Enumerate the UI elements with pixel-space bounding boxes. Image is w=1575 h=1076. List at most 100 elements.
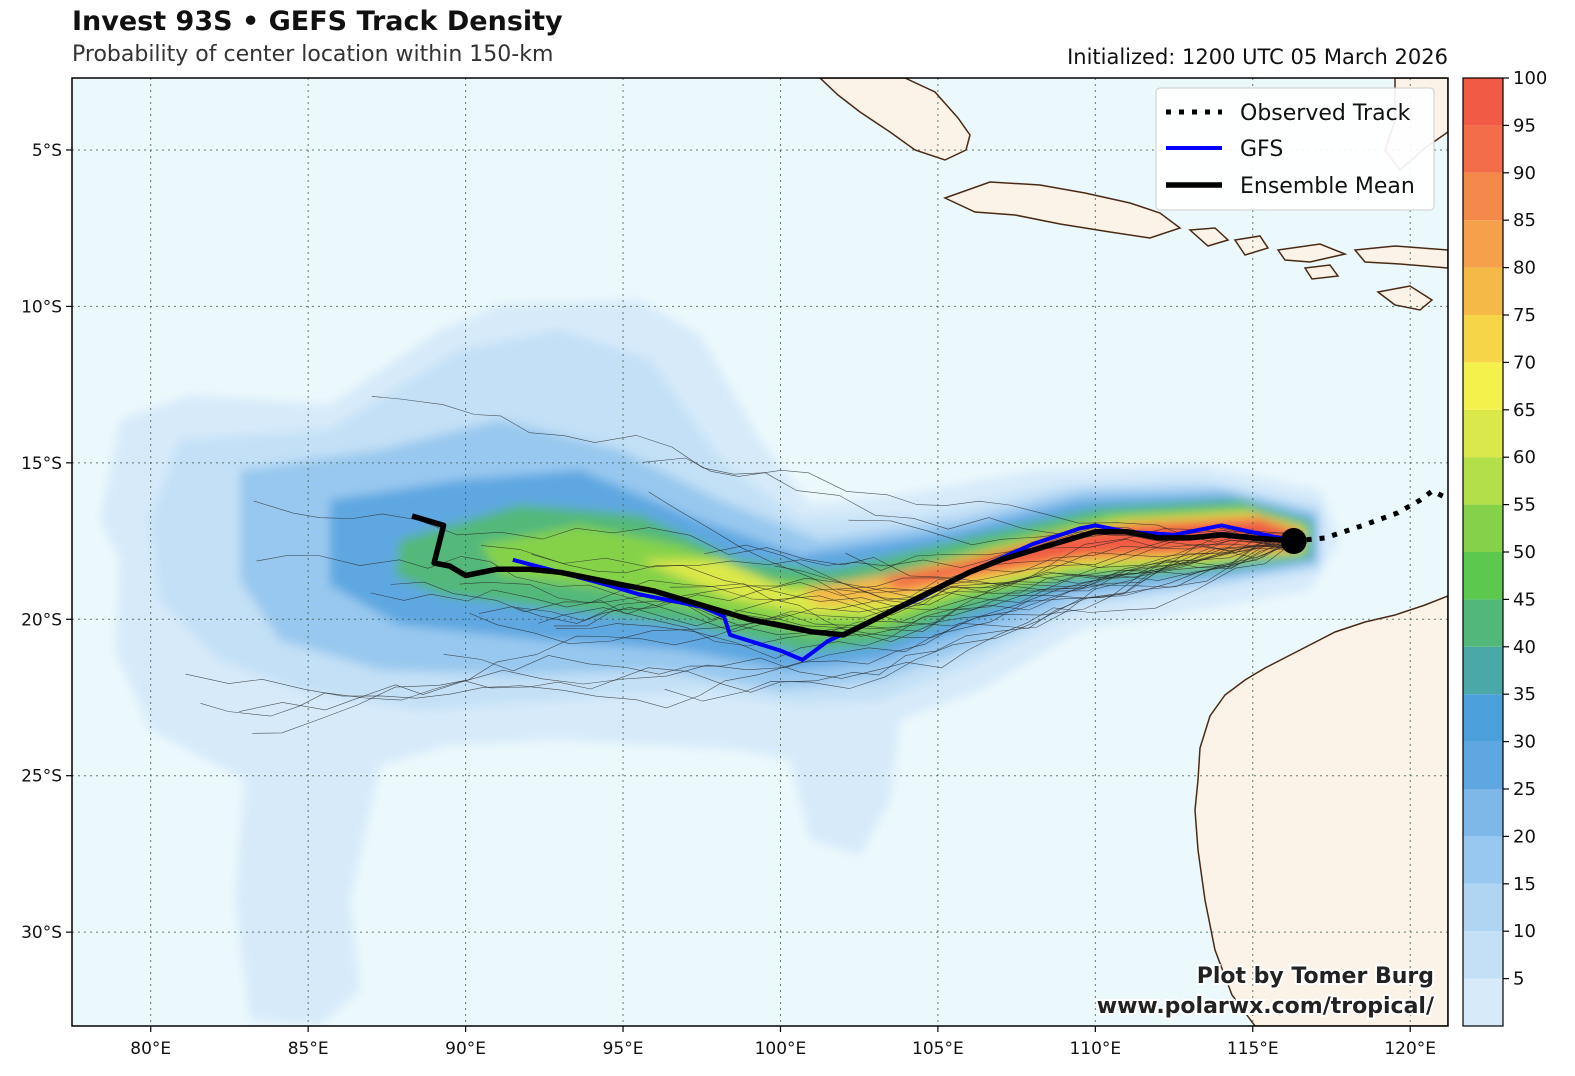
ensemble-member-track <box>253 500 1294 578</box>
colorbar-label: 75 <box>1513 305 1536 326</box>
colorbar-label: 40 <box>1513 637 1536 658</box>
colorbar-label: 45 <box>1513 589 1536 610</box>
land-masses <box>818 78 1448 1026</box>
colorbar-label: 85 <box>1513 210 1536 231</box>
track-density-field <box>100 300 1340 1025</box>
colorbar-label: 35 <box>1513 684 1536 705</box>
legend-gfs-label: GFS <box>1240 137 1283 162</box>
colorbar-label: 100 <box>1513 68 1547 89</box>
credit-author: Plot by Tomer Burg <box>1197 964 1434 989</box>
x-tick-label: 90°E <box>445 1039 486 1059</box>
ensemble-member-track <box>469 532 1294 645</box>
colorbar-label: 5 <box>1513 969 1524 990</box>
current-position-marker <box>1280 528 1307 555</box>
colorbar-label: 10 <box>1513 921 1536 942</box>
colorbar-label: 60 <box>1513 447 1536 468</box>
colorbar-bin <box>1463 504 1503 552</box>
land-flores <box>1353 245 1448 269</box>
colorbar-label: 90 <box>1513 163 1536 184</box>
x-tick-label: 115°E <box>1227 1039 1279 1059</box>
credit-url: www.polarwx.com/tropical/ <box>1097 994 1435 1019</box>
land-lombok <box>1233 235 1270 256</box>
colorbar-bin <box>1463 315 1503 363</box>
land-bali <box>1188 227 1230 247</box>
land-sumbawa <box>1276 243 1348 263</box>
ensemble-member-track <box>443 541 1294 679</box>
ensemble-member-track <box>371 396 1294 552</box>
land-timor <box>1376 285 1434 311</box>
ensemble-member-track <box>648 491 1294 616</box>
ensemble-mean-track-line <box>411 513 1294 638</box>
colorbar-bin <box>1463 457 1503 505</box>
y-tick-label: 20°S <box>21 610 62 630</box>
land-sumba <box>1303 264 1340 280</box>
colorbar-bin <box>1463 694 1503 742</box>
land-australia <box>1194 595 1448 1026</box>
land-java <box>943 181 1182 239</box>
colorbar-bin <box>1463 599 1503 647</box>
colorbar-bin <box>1463 125 1503 173</box>
colorbar-label: 55 <box>1513 495 1536 516</box>
x-tick-label: 105°E <box>912 1039 964 1059</box>
legend-mean-label: Ensemble Mean <box>1240 174 1415 199</box>
ensemble-member-track <box>734 542 1294 632</box>
longitude-axis: 80°E 85°E 90°E 95°E 100°E 105°E 110°E 115°E 120°… <box>130 1026 1436 1059</box>
chart-title: Invest 93S • GEFS Track Density <box>72 6 563 37</box>
legend-observed-label: Observed Track <box>1240 101 1411 126</box>
map-gridlines <box>72 78 1448 1026</box>
colorbar-label: 20 <box>1513 826 1536 847</box>
y-tick-label: 25°S <box>21 767 62 787</box>
colorbar-bin <box>1463 789 1503 837</box>
ensemble-member-track <box>200 531 1294 717</box>
initialized-time: Initialized: 1200 UTC 05 March 2026 <box>1067 45 1448 69</box>
colorbar: 5 10 15 20 25 30 35 40 45 50 55 60 65 70 75 80 85 90 95 100 <box>1462 68 1547 1027</box>
x-tick-label: 110°E <box>1069 1039 1121 1059</box>
ensemble-member-track <box>478 542 1294 627</box>
legend: Observed Track GFS Ensemble Mean <box>1155 87 1435 211</box>
ensemble-member-track <box>516 547 1294 638</box>
ensemble-member-track <box>664 538 1294 702</box>
colorbar-label: 80 <box>1513 258 1536 279</box>
colorbar-bin <box>1463 409 1503 458</box>
x-tick-label: 80°E <box>130 1039 171 1059</box>
ensemble-member-tracks <box>185 396 1294 734</box>
ensemble-member-track <box>252 532 1294 734</box>
colorbar-bin <box>1463 552 1503 600</box>
latitude-axis: 5°S 10°S 15°S 20°S 25°S 30°S <box>21 141 72 943</box>
y-tick-label: 5°S <box>32 141 62 161</box>
colorbar-bin <box>1463 267 1503 315</box>
x-tick-label: 95°E <box>603 1039 644 1059</box>
y-tick-label: 10°S <box>21 297 62 317</box>
ensemble-member-track <box>256 541 1294 606</box>
colorbar-label: 65 <box>1513 400 1536 421</box>
colorbar-label: 95 <box>1513 115 1536 136</box>
colorbar-bin <box>1463 931 1503 979</box>
land-sumatra <box>818 78 971 161</box>
colorbar-bin <box>1463 172 1503 221</box>
chart-subtitle: Probability of center location within 15… <box>72 42 554 67</box>
map-frame <box>71 77 1449 1027</box>
colorbar-bin <box>1463 883 1503 932</box>
colorbar-bin <box>1463 978 1503 1026</box>
colorbar-bin <box>1463 836 1503 884</box>
x-tick-label: 100°E <box>755 1039 807 1059</box>
x-tick-label: 120°E <box>1384 1039 1436 1059</box>
x-tick-label: 85°E <box>288 1039 329 1059</box>
colorbar-bin <box>1463 362 1503 410</box>
y-tick-label: 30°S <box>21 923 62 943</box>
colorbar-label: 15 <box>1513 874 1536 895</box>
y-tick-label: 15°S <box>21 454 62 474</box>
ensemble-member-track <box>185 545 1294 709</box>
ensemble-member-track <box>459 545 1294 604</box>
colorbar-bin <box>1463 646 1503 695</box>
colorbar-bin <box>1463 741 1503 789</box>
colorbar-label: 25 <box>1513 779 1536 800</box>
colorbar-bin <box>1463 78 1503 126</box>
ensemble-member-track <box>480 528 1294 611</box>
legend-box <box>1155 87 1435 211</box>
density-band-100 <box>960 521 1296 566</box>
colorbar-label: 30 <box>1513 732 1536 753</box>
observed-track-line <box>1293 488 1447 544</box>
ensemble-member-track <box>239 537 1294 712</box>
